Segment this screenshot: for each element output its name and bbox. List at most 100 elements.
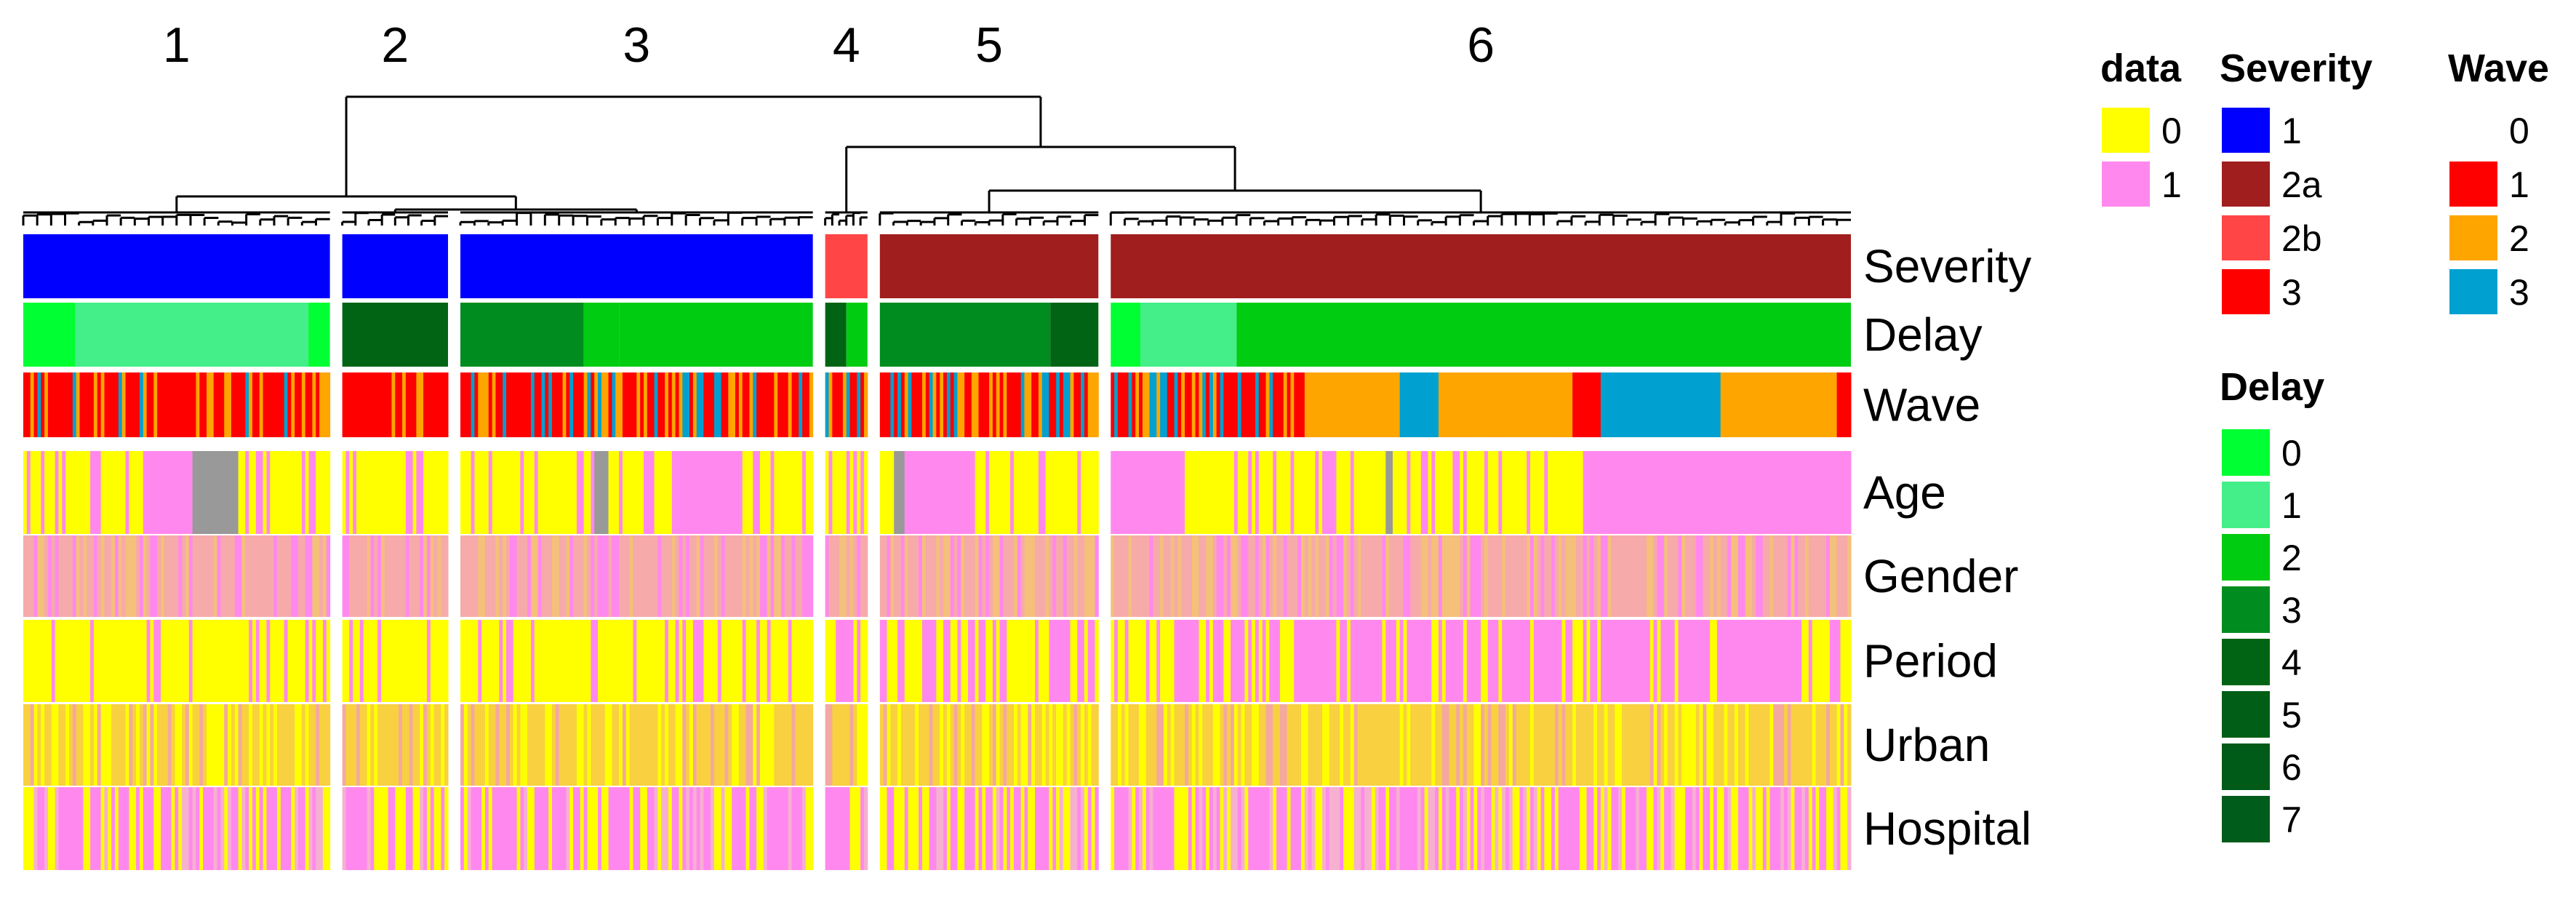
- wave-cell: [1706, 372, 1711, 437]
- legend-label: 0: [2281, 433, 2302, 474]
- period-cell: [756, 620, 761, 702]
- gender-cell: [711, 535, 715, 617]
- period-cell: [1505, 620, 1510, 702]
- wave-cell: [481, 372, 486, 437]
- gender-cell: [1473, 535, 1478, 617]
- gender-cell: [1290, 535, 1295, 617]
- urban-cell: [1533, 704, 1538, 786]
- hospital-cell: [1805, 787, 1809, 870]
- legend-label: 6: [2281, 747, 2302, 788]
- urban-cell: [1466, 704, 1471, 786]
- urban-cell: [199, 704, 204, 786]
- hospital-cell: [132, 787, 137, 870]
- hospital-cell: [975, 787, 979, 870]
- wave-cell: [1487, 372, 1492, 437]
- wave-cell: [1283, 372, 1288, 437]
- age-cell: [915, 451, 919, 534]
- gender-cell: [30, 535, 35, 617]
- legends: data01Severity12a2b3Wave0123Delay0123456…: [2100, 47, 2549, 842]
- age-cell: [1231, 451, 1235, 534]
- age-cell: [1378, 451, 1383, 534]
- wave-cell: [1657, 372, 1661, 437]
- hospital-cell: [1350, 787, 1355, 870]
- gender-cell: [228, 535, 232, 617]
- hospital-cell: [1484, 787, 1489, 870]
- urban-cell: [266, 704, 271, 786]
- period-cell: [863, 620, 868, 702]
- period-cell: [619, 620, 623, 702]
- urban-cell: [1066, 704, 1071, 786]
- gender-cell: [1456, 535, 1460, 617]
- urban-cell: [1111, 704, 1115, 786]
- age-cell: [1024, 451, 1028, 534]
- gender-cell: [1741, 535, 1746, 617]
- hospital-cell: [499, 787, 503, 870]
- wave-cell: [1375, 372, 1380, 437]
- urban-cell: [839, 704, 844, 786]
- age-cell: [1470, 451, 1474, 534]
- urban-cell: [1678, 704, 1682, 786]
- urban-cell: [1132, 704, 1136, 786]
- urban-cell: [1265, 704, 1270, 786]
- hospital-cell: [1216, 787, 1221, 870]
- hospital-cell: [1297, 787, 1302, 870]
- age-cell: [167, 451, 172, 534]
- gender-cell: [209, 535, 215, 617]
- wave-cell: [1618, 372, 1623, 437]
- urban-cell: [548, 704, 553, 786]
- urban-cell: [756, 704, 761, 786]
- period-cell: [957, 620, 961, 702]
- gender-cell: [1607, 535, 1612, 617]
- gender-cell: [897, 535, 902, 617]
- urban-cell: [405, 704, 410, 786]
- age-cell: [1646, 451, 1651, 534]
- urban-cell: [805, 704, 810, 786]
- urban-cell: [367, 704, 371, 786]
- hospital-cell: [860, 787, 865, 870]
- gender-cell: [153, 535, 158, 617]
- wave-cell: [1829, 372, 1834, 437]
- period-cell: [1565, 620, 1569, 702]
- gender-cell: [1618, 535, 1623, 617]
- wave-cell: [1244, 372, 1249, 437]
- period-cell: [1024, 620, 1028, 702]
- age-cell: [671, 451, 676, 534]
- wave-cell: [1565, 372, 1569, 437]
- gender-cell: [1808, 535, 1813, 617]
- age-cell: [1523, 451, 1527, 534]
- hospital-cell: [1713, 787, 1718, 870]
- urban-cell: [1063, 704, 1068, 786]
- urban-cell: [51, 704, 56, 786]
- period-cell: [139, 620, 144, 702]
- gender-cell: [1063, 535, 1068, 617]
- gender-cell: [55, 535, 59, 617]
- period-cell: [1460, 620, 1464, 702]
- gender-cell: [992, 535, 997, 617]
- period-cell: [1756, 620, 1760, 702]
- wave-cell: [1077, 372, 1081, 437]
- urban-cell: [1209, 704, 1214, 786]
- gender-cell: [1244, 535, 1249, 617]
- urban-cell: [1689, 704, 1693, 786]
- hospital-cell: [353, 787, 357, 870]
- wave-cell: [1808, 372, 1813, 437]
- gender-cell: [1731, 535, 1735, 617]
- hospital-cell: [1262, 787, 1267, 870]
- gender-cell: [377, 535, 382, 617]
- period-cell: [1777, 620, 1781, 702]
- urban-cell: [217, 704, 221, 786]
- period-cell: [788, 620, 793, 702]
- gender-cell: [433, 535, 438, 617]
- wave-cell: [1084, 372, 1089, 437]
- age-cell: [763, 451, 768, 534]
- gender-cell: [566, 535, 570, 617]
- gender-cell: [940, 535, 944, 617]
- age-cell: [349, 451, 353, 534]
- hospital-cell: [1812, 787, 1817, 870]
- hospital-cell: [83, 787, 87, 870]
- age-cell: [1498, 451, 1503, 534]
- gender-cell: [1003, 535, 1007, 617]
- wave-cell: [1311, 372, 1316, 437]
- urban-cell: [1621, 704, 1626, 786]
- urban-cell: [1385, 704, 1390, 786]
